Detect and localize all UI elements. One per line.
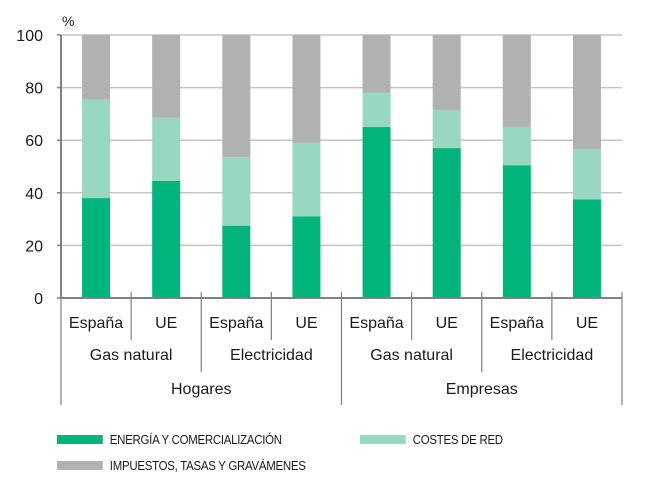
bar-segment-1-cat-2 <box>152 180 181 298</box>
bar-segment-3-cat-3 <box>222 35 251 158</box>
bar-segment-2-cat-7 <box>502 127 531 166</box>
x-category-label-6: UE <box>436 315 458 332</box>
y-tick-label-0: 0 <box>34 291 43 308</box>
axes <box>57 34 623 405</box>
bars <box>82 35 601 298</box>
x-category-label-2: UE <box>155 315 177 332</box>
bar-segment-2-cat-5 <box>362 92 391 128</box>
y-tick-label-80: 80 <box>25 81 43 98</box>
bar-segment-2-cat-8 <box>572 149 601 200</box>
legend-label-costes-red: COSTES DE RED <box>412 432 503 447</box>
legend-label-impuestos: IMPUESTOS, TASAS Y GRAVÁMENES <box>109 458 306 473</box>
x-category-label-5: España <box>349 315 403 332</box>
bar-segment-1-cat-3 <box>222 225 251 298</box>
x-group-label-1: Gas natural <box>90 347 173 364</box>
bar-segment-2-cat-1 <box>82 99 111 199</box>
bar-segment-1-cat-5 <box>362 127 391 298</box>
gridlines <box>61 34 622 247</box>
bar-segment-3-cat-5 <box>362 35 391 93</box>
bar-segment-1-cat-4 <box>292 216 321 298</box>
bar-segment-2-cat-6 <box>432 109 461 149</box>
bar-segment-3-cat-4 <box>292 35 321 143</box>
y-axis-ticks: 0 20 40 60 80 100 <box>16 28 43 308</box>
y-tick-label-60: 60 <box>25 133 43 150</box>
x-category-label-7: España <box>490 315 544 332</box>
bar-segment-2-cat-2 <box>152 117 181 181</box>
y-tick-label-20: 20 <box>25 238 43 255</box>
bar-segment-2-cat-3 <box>222 157 251 226</box>
legend-swatch-energia <box>57 435 103 444</box>
x-category-label-3: España <box>209 315 263 332</box>
bar-segment-3-cat-8 <box>572 35 601 150</box>
legend-item-impuestos: IMPUESTOS, TASAS Y GRAVÁMENES <box>57 458 306 473</box>
bar-segment-1-cat-7 <box>502 165 531 298</box>
bar-segment-3-cat-7 <box>502 35 531 128</box>
x-group-label-4: Electricidad <box>511 347 594 364</box>
legend-item-energia: ENERGÍA Y COMERCIALIZACIÓN <box>57 432 282 447</box>
legend-item-costes-red: COSTES DE RED <box>360 432 503 447</box>
bar-segment-1-cat-8 <box>572 199 601 298</box>
legend-swatch-impuestos <box>57 461 103 470</box>
y-axis-unit-label: % <box>62 13 74 29</box>
x-segment-label-2: Empresas <box>446 381 518 398</box>
x-axis-labels: España UE España UE España UE España UE Gas natu… <box>69 315 598 398</box>
x-group-label-3: Gas natural <box>370 347 453 364</box>
y-tick-label-40: 40 <box>25 186 43 203</box>
x-segment-label-1: Hogares <box>171 381 231 398</box>
x-category-label-8: UE <box>576 315 598 332</box>
x-category-label-1: España <box>69 315 123 332</box>
bar-segment-1-cat-1 <box>82 198 111 298</box>
bar-segment-3-cat-6 <box>432 35 461 110</box>
x-category-label-4: UE <box>295 315 317 332</box>
legend-label-energia: ENERGÍA Y COMERCIALIZACIÓN <box>109 432 282 447</box>
x-group-label-2: Electricidad <box>230 347 313 364</box>
bar-segment-3-cat-2 <box>152 35 181 118</box>
bar-segment-3-cat-1 <box>82 35 111 100</box>
y-tick-label-100: 100 <box>16 28 43 45</box>
legend-swatch-costes-red <box>360 435 406 444</box>
bar-segment-2-cat-4 <box>292 142 321 217</box>
bar-segment-1-cat-6 <box>432 148 461 298</box>
